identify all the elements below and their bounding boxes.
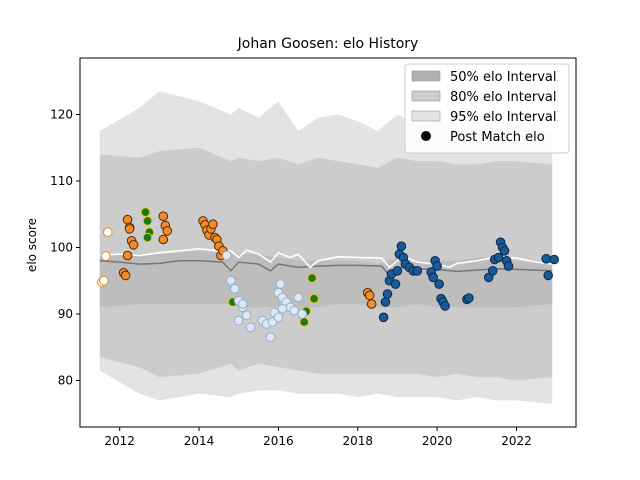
data-point-orange-2018 <box>364 290 375 301</box>
data-point-green <box>309 293 319 304</box>
data-point-green <box>142 216 153 226</box>
data-point-dark-blue <box>440 301 450 311</box>
data-point-dark-blue <box>541 253 552 264</box>
data-point-light-blue <box>233 315 244 326</box>
legend-box <box>404 63 570 154</box>
data-point-dark-blue <box>434 279 444 289</box>
legend-label: 50% elo Interval <box>450 70 557 85</box>
data-point-orange <box>162 226 173 236</box>
y-axis-label: elo score <box>25 218 39 272</box>
data-point-green <box>142 232 153 243</box>
x-tick-label: 2014 <box>184 434 215 448</box>
data-point-green <box>299 317 310 327</box>
data-point-light-blue <box>273 312 284 323</box>
data-point-light-blue <box>245 322 256 333</box>
legend-swatch-2 <box>411 90 441 102</box>
data-point-orange <box>128 240 139 250</box>
data-point-orange <box>158 234 169 245</box>
data-point-dark-blue <box>378 312 389 323</box>
data-point-dark-blue <box>487 266 498 276</box>
y-tick-label: 110 <box>50 174 73 188</box>
data-point-orange-2018 <box>366 299 377 309</box>
data-point-light-blue <box>226 275 236 286</box>
legend-marker-post-match <box>421 131 431 141</box>
x-tick-label: 2022 <box>501 434 532 448</box>
legend-label: 80% elo Interval <box>450 90 557 105</box>
x-tick-label: 2020 <box>422 434 453 448</box>
data-point-light-blue <box>230 283 240 294</box>
data-point-light-blue <box>293 292 304 303</box>
legend-label: 95% elo Interval <box>450 110 557 125</box>
x-tick-label: 2018 <box>342 434 373 448</box>
data-point-light-blue <box>222 250 232 261</box>
data-point-dark-blue <box>432 261 442 271</box>
data-point-dark-blue <box>503 261 514 271</box>
data-point-dark-blue <box>499 246 510 256</box>
median-elo-line <box>99 260 553 277</box>
y-tick-label: 80 <box>58 373 73 387</box>
data-point-dark-blue <box>392 266 403 276</box>
data-point-orange <box>122 250 133 261</box>
data-point-light-blue <box>277 303 288 314</box>
data-point-dark-blue <box>549 254 560 265</box>
y-tick-label: 90 <box>58 307 73 321</box>
legend-swatch-3 <box>411 110 441 122</box>
x-tick-label: 2016 <box>263 434 294 448</box>
data-point-orange <box>124 224 135 234</box>
data-point-dark-blue <box>390 279 401 289</box>
data-point-orange <box>158 211 169 221</box>
data-point-green <box>307 273 317 283</box>
x-tick-label: 2012 <box>104 434 135 448</box>
plot-area: 2012 2014 2016 2018 2020 2022 80 90 100 110 120 <box>50 57 577 448</box>
data-point-orange-hollow <box>99 275 109 286</box>
data-point-dark-blue <box>382 289 393 299</box>
chart-title: Johan Goosen: elo History <box>237 36 419 52</box>
data-point-dark-blue <box>396 241 407 251</box>
data-point-orange <box>120 270 131 281</box>
data-point-dark-blue <box>412 266 423 276</box>
data-point-dark-blue <box>428 272 439 283</box>
data-point-orange-hollow <box>103 227 113 237</box>
data-point-dark-blue <box>543 270 554 281</box>
legend-label: Post Match elo <box>450 130 545 145</box>
data-point-light-blue <box>289 305 300 316</box>
data-point-orange <box>208 219 218 229</box>
data-point-light-blue <box>297 309 308 319</box>
mean-elo-line <box>99 247 553 269</box>
data-point-light-blue <box>275 279 286 289</box>
data-point-orange-hollow <box>101 251 111 261</box>
data-point-light-blue <box>265 332 276 343</box>
y-tick-label: 120 <box>50 108 73 122</box>
y-tick-label: 100 <box>50 240 73 254</box>
data-point-dark-blue <box>493 252 504 263</box>
data-point-green <box>140 207 151 217</box>
axes-frame <box>79 57 577 428</box>
data-point-dark-blue <box>464 293 474 303</box>
data-point-light-blue <box>241 310 252 321</box>
data-point-dark-blue <box>380 297 391 307</box>
data-point-orange <box>122 214 133 225</box>
data-point-light-blue <box>237 299 248 309</box>
legend-swatch-1 <box>411 70 441 82</box>
legend: 50% elo Interval 80% elo Interval 95% elo … <box>404 63 570 154</box>
